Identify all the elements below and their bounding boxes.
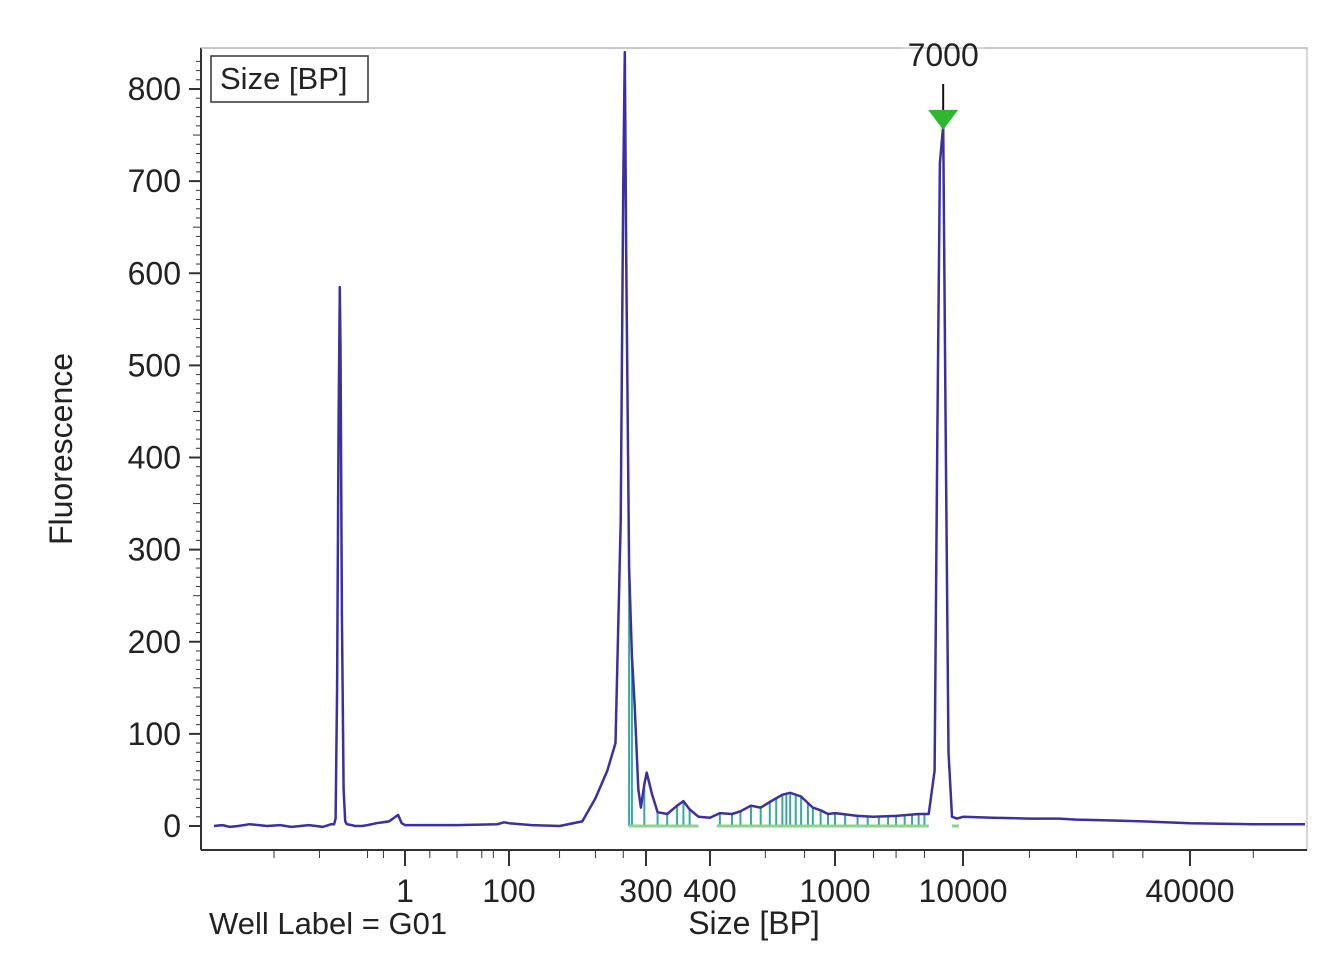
peak-fill-layer: [628, 568, 926, 826]
plot-frame: [200, 47, 1308, 851]
well-label: Well Label = G01: [209, 906, 447, 941]
fluorescence-trace: [213, 50, 1305, 829]
y-axis-title: Fluorescence: [43, 353, 79, 545]
y-tick-label: 100: [128, 716, 181, 752]
y-ticks: 0 100 200 300 400 500 600 700 800: [128, 60, 201, 844]
x-tick-label: 10000: [919, 873, 1008, 909]
x-tick-label: 400: [683, 873, 736, 909]
y-tick-label: 800: [128, 71, 181, 107]
marker-label: 7000: [908, 37, 979, 73]
y-tick-label: 200: [128, 624, 181, 660]
y-tick-label: 700: [128, 163, 181, 199]
x-tick-label: 100: [482, 873, 535, 909]
x-tick-label: 300: [619, 873, 672, 909]
y-tick-label: 400: [128, 440, 181, 476]
x-axis-title: Size [BP]: [688, 905, 820, 941]
legend-entry: Size [BP]: [220, 61, 348, 96]
y-tick-label: 0: [163, 808, 181, 844]
x-tick-label: 1000: [799, 873, 870, 909]
x-tick-label: 40000: [1146, 873, 1235, 909]
legend-box: [210, 55, 369, 103]
y-tick-label: 300: [128, 532, 181, 568]
y-tick-label: 600: [128, 255, 181, 291]
y-tick-label: 500: [128, 347, 181, 383]
marker-triangle-icon: [928, 109, 959, 130]
x-ticks: 1 100 300 400 1000 10000 40000: [273, 850, 1254, 909]
x-tick-label: 1: [396, 873, 414, 909]
size-marker: 7000: [201, 37, 1307, 130]
